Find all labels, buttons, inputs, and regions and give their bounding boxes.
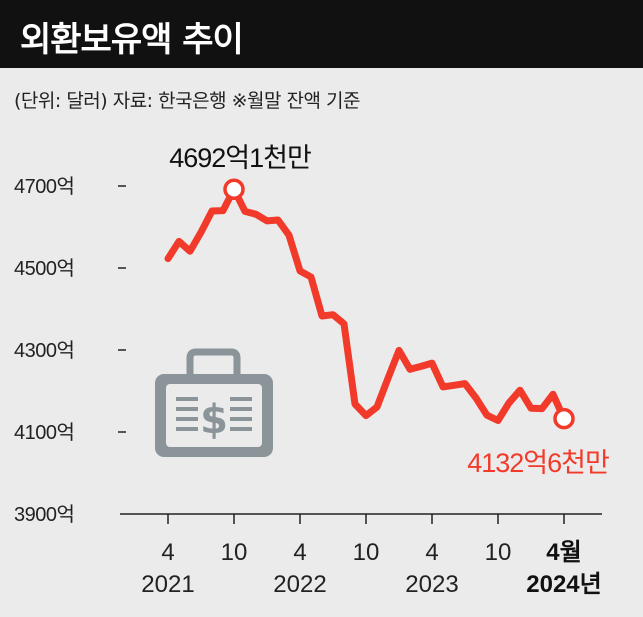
x-tick-label-year: 2024년 (526, 571, 601, 598)
x-tick-label-month: 10 (353, 539, 380, 566)
x-tick-label-month: 10 (221, 539, 248, 566)
briefcase-dollar-icon: $ (155, 348, 273, 457)
annotation-latest: 4132억6천만 (467, 448, 609, 478)
y-tick-label: 3900억 (14, 503, 74, 526)
y-tick-label: 4100억 (14, 421, 74, 444)
highlight-point (553, 407, 575, 430)
x-tick-label-month: 4 (293, 539, 306, 566)
y-tick-label: 4700억 (14, 175, 74, 198)
x-tick-label-month: 10 (485, 539, 512, 566)
x-tick-label-month: 4월 (546, 539, 581, 566)
y-tick-label: 4300억 (14, 339, 74, 362)
chart-title: 외환보유액 추이 (20, 20, 244, 60)
chart-subtitle: (단위: 달러) 자료: 한국은행 ※월말 잔액 기준 (14, 90, 360, 112)
annotation-peak: 4692억1천만 (169, 143, 311, 173)
title-bar: 외환보유액 추이 (0, 0, 643, 68)
highlight-point (223, 178, 245, 200)
x-tick-label-year: 2022 (273, 571, 326, 598)
svg-text:$: $ (200, 397, 228, 443)
x-tick-label-year: 2023 (405, 571, 458, 598)
y-tick-label: 4500억 (14, 257, 74, 280)
x-tick-label-month: 4 (425, 539, 438, 566)
x-tick-label-month: 4 (161, 539, 174, 566)
x-tick-label-year: 2021 (141, 571, 194, 598)
